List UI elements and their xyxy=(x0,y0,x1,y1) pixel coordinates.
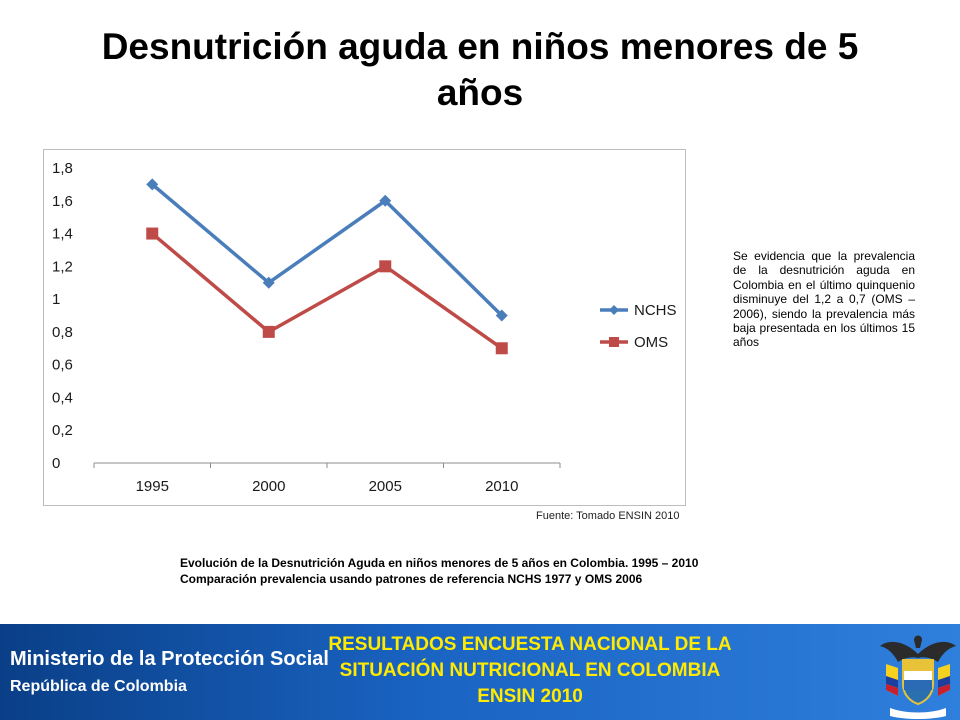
y-tick-label: 0,4 xyxy=(52,389,73,406)
y-tick-label: 0,6 xyxy=(52,357,73,374)
caption-line-2: Comparación prevalencia usando patrones … xyxy=(180,571,643,586)
series-line-oms xyxy=(151,232,503,350)
data-point-oms xyxy=(262,325,275,338)
data-point-oms xyxy=(379,260,392,273)
data-point-nchs xyxy=(146,178,159,191)
slide-title: Desnutrición aguda en niños menores de 5… xyxy=(101,26,859,113)
data-point-nchs xyxy=(495,309,508,322)
y-tick-label: 1,4 xyxy=(52,226,73,243)
y-tick-label: 1 xyxy=(52,291,60,308)
data-point-oms xyxy=(495,342,508,355)
data-point-oms xyxy=(146,227,159,240)
x-tick-label: 2005 xyxy=(369,478,402,495)
results-line-2: SITUACIÓN NUTRICIONAL EN COLOMBIA xyxy=(339,659,721,681)
results-line-1: RESULTADOS ENCUESTA NACIONAL DE LA xyxy=(328,634,732,655)
republic-name: República de Colombia xyxy=(10,678,187,695)
source-note: Fuente: Tomado ENSIN 2010 xyxy=(536,510,680,522)
legend-label-nchs: NCHS xyxy=(634,302,677,319)
coat-of-arms-icon xyxy=(880,635,956,719)
legend-marker-nchs xyxy=(609,305,619,315)
side-note: Se evidencia que la prevalencia de la de… xyxy=(733,249,915,350)
legend-marker-oms xyxy=(609,337,619,347)
x-tick-label: 1995 xyxy=(136,478,169,495)
ministry-name: Ministerio de la Protección Social xyxy=(10,648,329,670)
results-heading: RESULTADOS ENCUESTA NACIONAL DE LA SITUA… xyxy=(320,632,740,709)
caption-line-1: Evolución de la Desnutrición Aguda en ni… xyxy=(180,556,699,570)
y-tick-label: 0 xyxy=(52,455,60,472)
series-line-nchs xyxy=(151,183,503,317)
y-tick-label: 0,8 xyxy=(52,324,73,341)
legend-label-oms: OMS xyxy=(634,334,668,351)
data-point-nchs xyxy=(262,276,275,289)
x-tick-label: 2010 xyxy=(485,478,518,495)
y-tick-label: 0,2 xyxy=(52,422,73,439)
y-tick-label: 1,8 xyxy=(52,160,73,177)
footer-banner: Ministerio de la Protección Social Repúb… xyxy=(0,624,960,720)
chart-caption: Evolución de la Desnutrición Aguda en ni… xyxy=(180,556,820,587)
y-tick-label: 1,6 xyxy=(52,193,73,210)
chart-frame: 0 0,2 0,4 0,6 0,8 1 1,2 1,4 1,6 1,8 1995 2000 2005 20… xyxy=(43,149,686,506)
results-line-3: ENSIN 2010 xyxy=(477,685,583,707)
data-point-nchs xyxy=(379,194,392,207)
y-tick-label: 1,2 xyxy=(52,258,73,275)
line-chart: 0 0,2 0,4 0,6 0,8 1 1,2 1,4 1,6 1,8 1995 2000 2005 20… xyxy=(52,160,677,495)
x-tick-label: 2000 xyxy=(252,478,285,495)
